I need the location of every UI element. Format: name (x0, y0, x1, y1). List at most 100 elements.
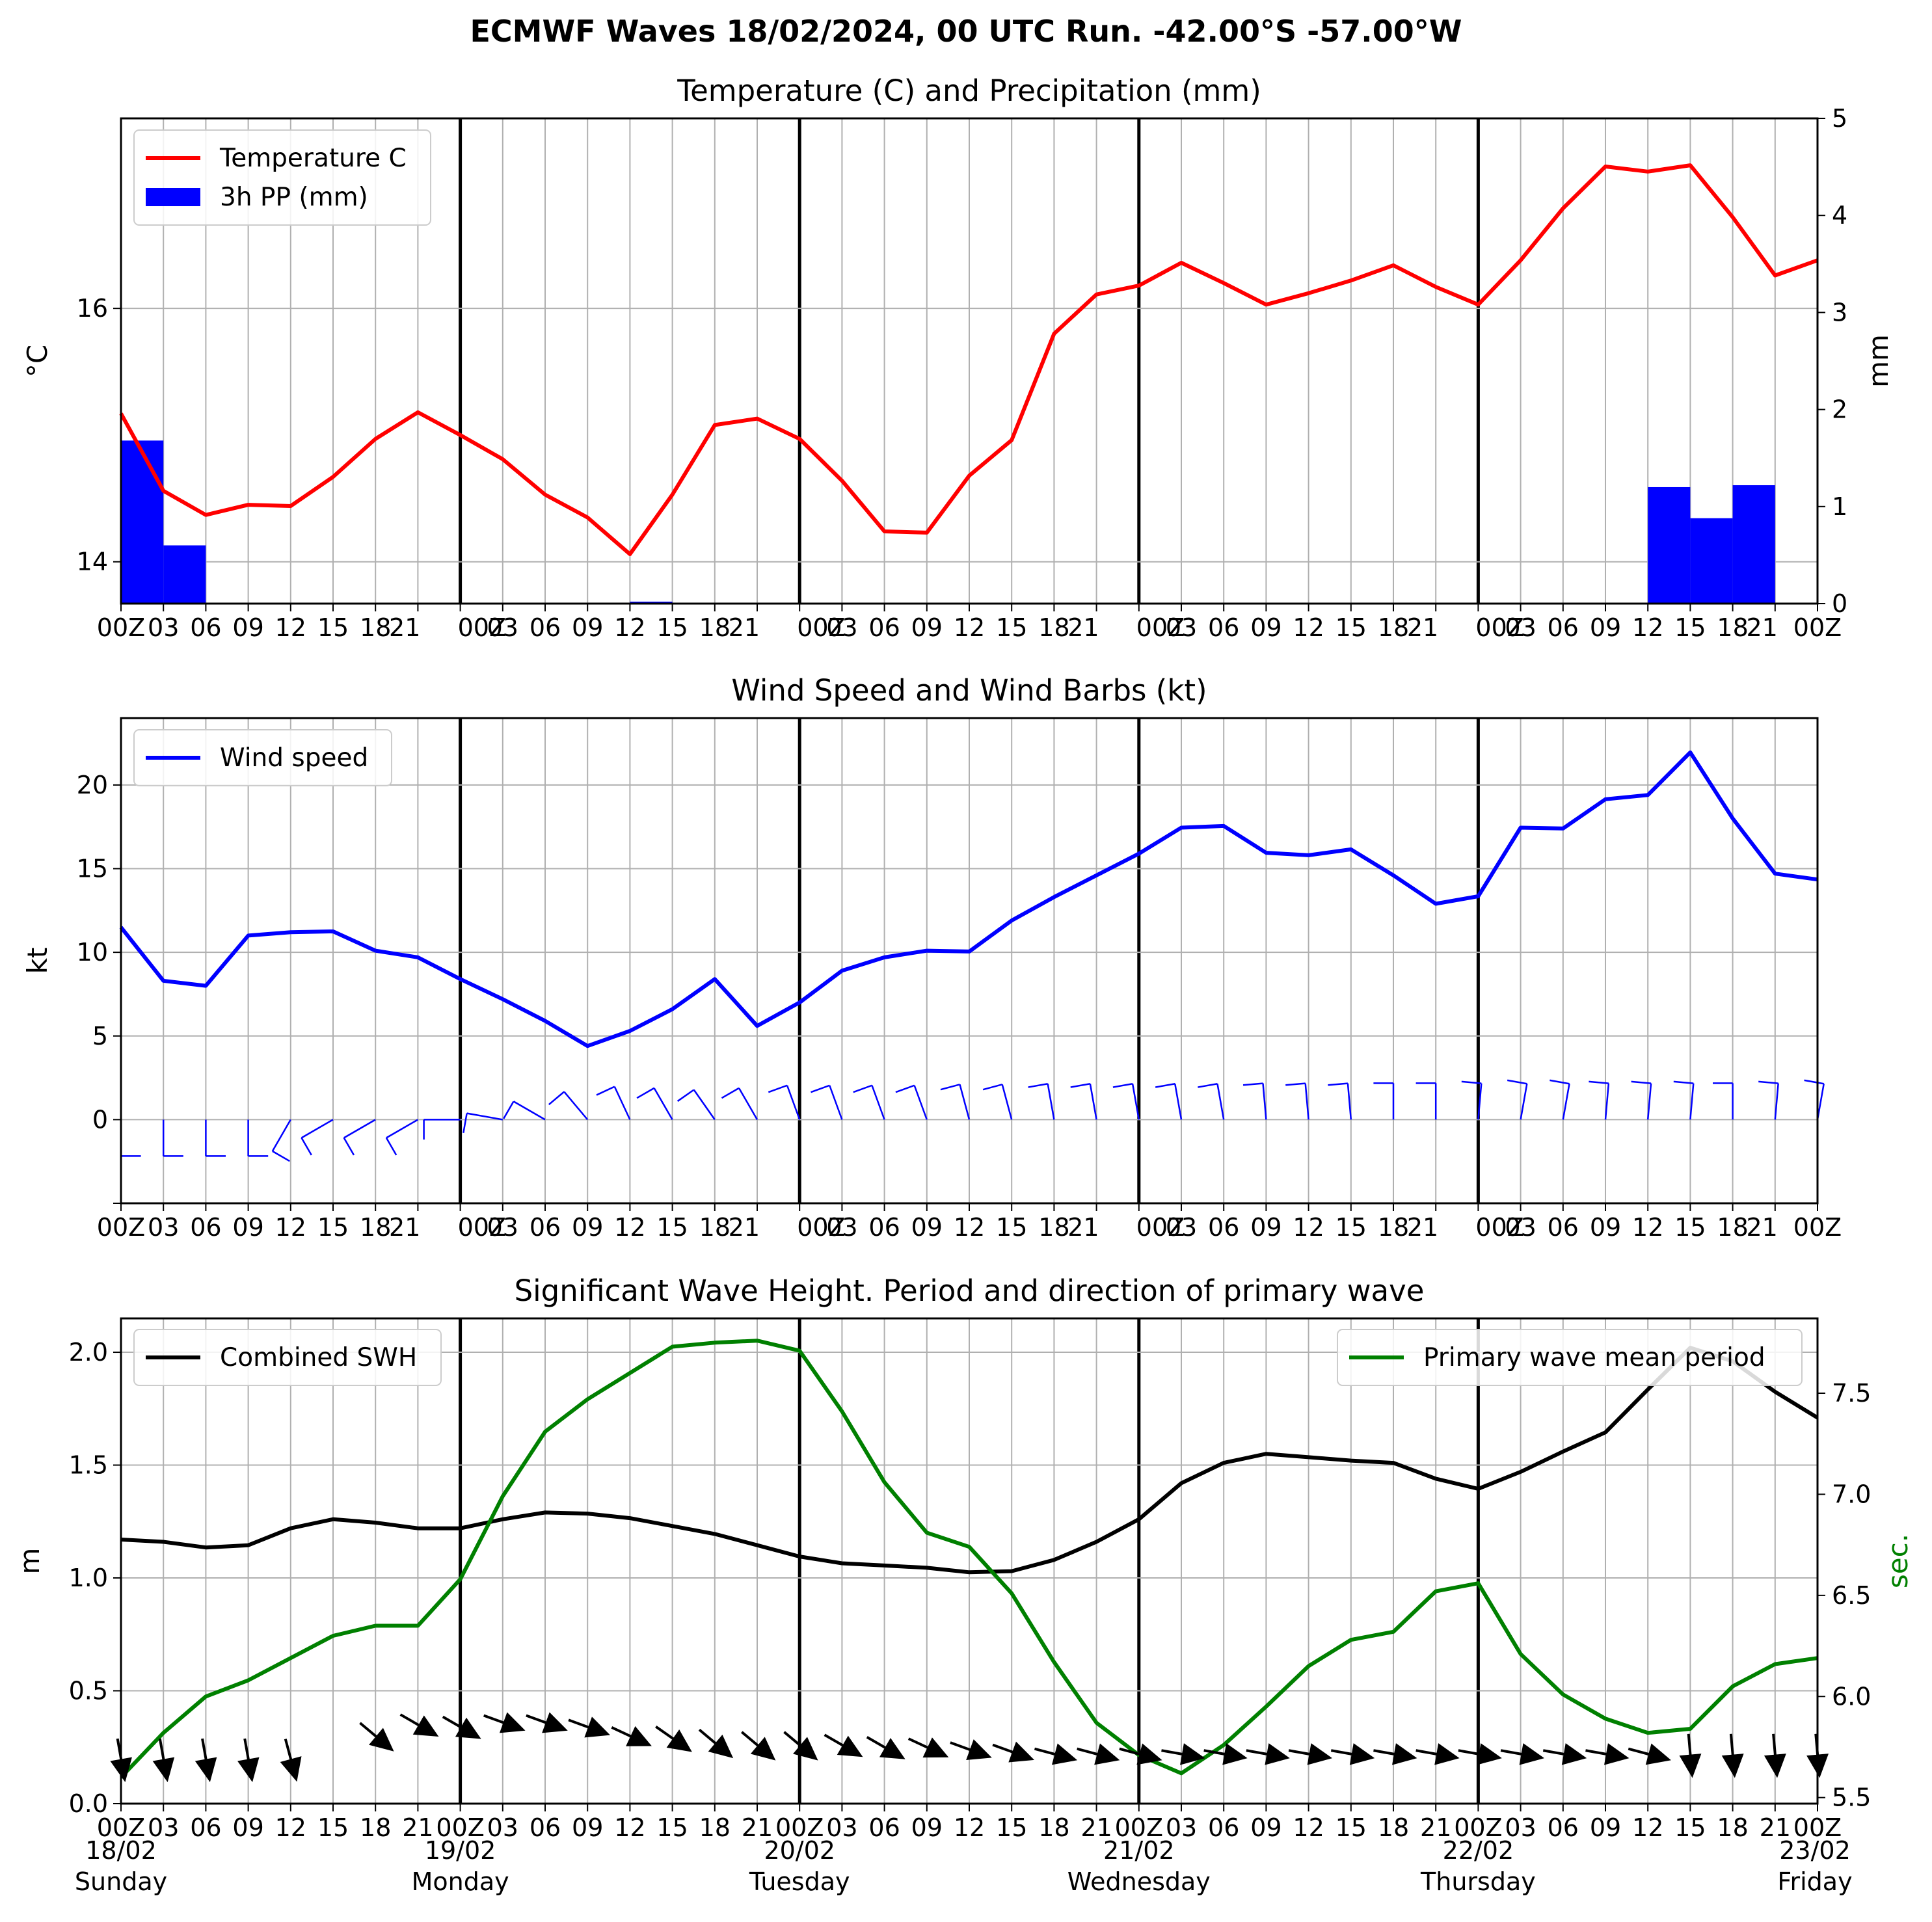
y2-tick-label: 4 (1832, 201, 1847, 230)
legend-box (133, 729, 392, 786)
wind-barb (1604, 1083, 1610, 1120)
x-tick-label: 00Z (458, 613, 506, 642)
legend-swatch (146, 188, 200, 206)
x-tick-label: 06 (530, 613, 561, 642)
wind-barb (1001, 1084, 1013, 1120)
y-tick-label: 1.5 (69, 1451, 108, 1480)
wave-direction-arrowhead (1477, 1743, 1502, 1765)
legend-box (1337, 1329, 1803, 1386)
precip-bar (1648, 487, 1691, 604)
x-tick-label: 00Z (775, 1813, 824, 1842)
weekday-label: Thursday (1420, 1867, 1536, 1896)
x-tick-label: 12 (614, 1813, 645, 1842)
wind-barb (563, 1091, 589, 1121)
x-tick-label: 06 (1548, 1813, 1579, 1842)
wind-barb (1689, 1083, 1695, 1120)
x-tick-label: 15 (996, 1813, 1027, 1842)
wind-barb-flag (272, 1150, 290, 1162)
x-tick-label: 21 (1420, 1813, 1451, 1842)
x-tick-label: 03 (1166, 1213, 1197, 1242)
x-tick-label: 06 (1208, 1813, 1239, 1842)
x-tick-label: 03 (487, 1813, 518, 1842)
swh-line (120, 1346, 1819, 1575)
panel-2: Wind Speed and Wind Barbs (kt) 0 5 10 15 20 00… (21, 673, 1842, 1242)
wind-barb (871, 1085, 885, 1120)
wind-barb-flag (1461, 1080, 1482, 1084)
panel-title: Significant Wave Height. Period and dire… (515, 1274, 1425, 1308)
x-tick-label: 06 (530, 1813, 561, 1842)
wave-direction-arrowhead (369, 1728, 394, 1752)
x-tick-label: 12 (1632, 613, 1663, 642)
wave-direction-arrowhead (195, 1757, 217, 1783)
wave-direction-arrowhead (1604, 1743, 1630, 1765)
wave-direction-arrowhead (837, 1735, 863, 1757)
date-label: 22/02 (1443, 1836, 1514, 1865)
main-title: ECMWF Waves 18/02/2024, 00 UTC Run. -42.… (470, 14, 1462, 49)
wave-direction-arrowhead (1434, 1743, 1460, 1765)
x-tick-label: 12 (614, 1213, 645, 1242)
wind-barb-flag (548, 1091, 565, 1106)
x-tick-label: 21 (1407, 1213, 1438, 1242)
x-tick-label: 15 (1674, 1213, 1706, 1242)
y2-tick-label: 7.5 (1832, 1379, 1871, 1408)
wave-direction-arrowhead (584, 1716, 610, 1738)
wind-barb-flag (1589, 1080, 1609, 1084)
x-tick-label: 03 (1505, 1813, 1536, 1842)
x-tick-label: 12 (1632, 1813, 1663, 1842)
wind-barb-flag (463, 1113, 468, 1134)
legend-label: Temperature C (219, 144, 407, 173)
x-tick-label: 09 (1250, 613, 1281, 642)
weekday-label: Monday (412, 1867, 509, 1896)
x-tick-label: 00Z (458, 1213, 506, 1242)
x-tick-label: 18 (360, 613, 391, 642)
x-tick-label: 12 (1293, 613, 1324, 642)
wind-barb-flag (677, 1089, 695, 1102)
x-tick-label: 12 (954, 1813, 985, 1842)
wind-barb (466, 1112, 503, 1121)
precip-bar (1690, 518, 1733, 604)
x-tick-label: 12 (1293, 1813, 1324, 1842)
x-tick-label: 18 (1038, 613, 1069, 642)
x-tick-label: 21 (729, 613, 760, 642)
y-tick-label: 10 (77, 938, 108, 967)
precip-bar (1732, 485, 1775, 604)
legend-label: 3h PP (mm) (220, 183, 368, 212)
x-tick-label: 15 (1674, 613, 1706, 642)
plot-frame (120, 117, 1819, 605)
x-tick-label: 00Z (1136, 613, 1185, 642)
wind-barb-flag (1028, 1082, 1048, 1088)
x-tick-label: 03 (1166, 613, 1197, 642)
x-tick-label: 06 (1208, 613, 1239, 642)
x-tick-label: 06 (190, 613, 221, 642)
x-tick-label: 15 (317, 613, 349, 642)
wave-direction-arrowhead (879, 1738, 906, 1759)
wind-barb-flag (343, 1137, 355, 1156)
wind-barb-flag (301, 1137, 312, 1156)
wind-barb-flag (895, 1084, 915, 1093)
wind-barb-flag (853, 1084, 872, 1093)
x-tick-label: 09 (911, 1813, 943, 1842)
wind-barb-flag (1198, 1082, 1218, 1088)
wind-barb (343, 1119, 376, 1139)
x-tick-label: 09 (1590, 1213, 1621, 1242)
x-tick-label: 12 (614, 613, 645, 642)
panel-title: Temperature (C) and Precipitation (mm) (677, 73, 1261, 108)
wind-barb-flag (721, 1087, 740, 1099)
wave-direction-arrowhead (237, 1757, 260, 1783)
wind-barb (653, 1088, 673, 1121)
x-tick-label: 15 (656, 613, 688, 642)
x-tick-label: 15 (1674, 1813, 1706, 1842)
x-tick-label: 06 (868, 613, 900, 642)
wind-barb-flag (982, 1084, 1003, 1091)
y-tick-label: 0 (92, 1105, 108, 1134)
x-tick-label: 21 (729, 1213, 760, 1242)
date-label: 23/02 (1779, 1836, 1851, 1865)
x-tick-label: 21 (1080, 1813, 1112, 1842)
wind-barb (1816, 1084, 1825, 1120)
wave-direction-arrowhead (966, 1739, 992, 1761)
y-tick-label: 0.0 (69, 1789, 108, 1818)
wind-barb-flag (768, 1084, 788, 1093)
y-tick-label: 14 (77, 548, 108, 576)
wind-barb (738, 1088, 758, 1121)
